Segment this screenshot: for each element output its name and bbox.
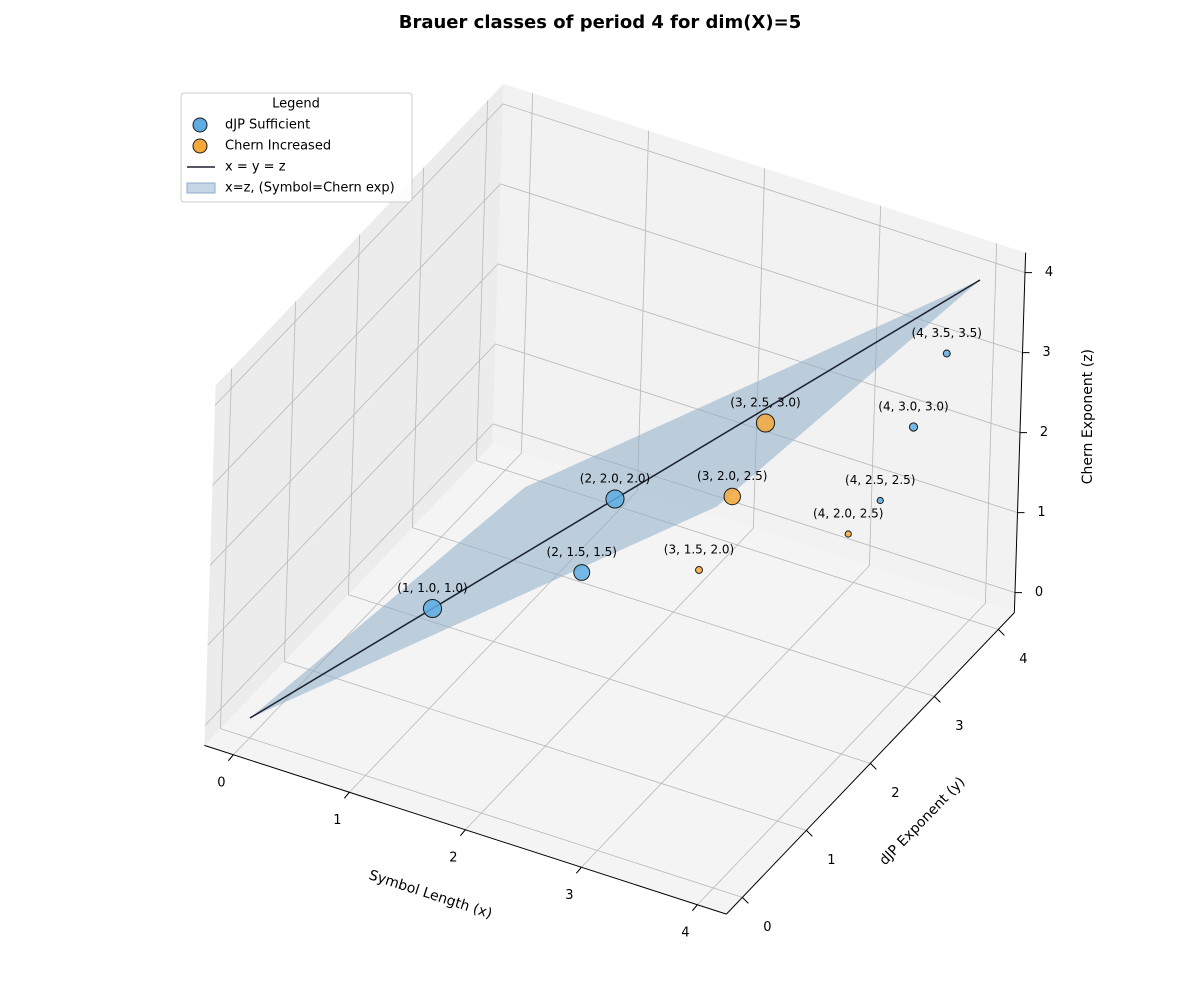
data-point bbox=[573, 564, 591, 581]
tick-mark bbox=[998, 629, 1005, 636]
data-point bbox=[695, 566, 703, 574]
tick-label: 4 bbox=[1019, 652, 1027, 667]
point-label: (1, 1.0, 1.0) bbox=[397, 581, 467, 595]
point-label: (4, 2.0, 2.5) bbox=[813, 507, 883, 521]
tick-label: 2 bbox=[891, 786, 899, 801]
tick-label: 4 bbox=[1045, 265, 1053, 280]
data-point bbox=[908, 422, 919, 432]
grid-line bbox=[284, 661, 807, 831]
legend-marker bbox=[192, 117, 208, 133]
tick-mark bbox=[806, 830, 813, 837]
tick-mark bbox=[870, 763, 877, 770]
tick-label: 3 bbox=[955, 719, 963, 734]
data-point bbox=[755, 413, 776, 433]
x-axis-label: Symbol Length (x) bbox=[367, 867, 494, 922]
data-point bbox=[844, 530, 852, 538]
legend-label: x=z, (Symbol=Chern exp) bbox=[225, 181, 395, 196]
data-point bbox=[422, 598, 443, 619]
point-label: (4, 2.5, 2.5) bbox=[845, 473, 915, 487]
grid-line bbox=[497, 263, 1021, 434]
tick-label: 1 bbox=[1037, 505, 1045, 520]
grid-line bbox=[207, 343, 496, 646]
grid-line bbox=[214, 103, 504, 406]
point-label: (2, 2.0, 2.0) bbox=[580, 472, 650, 486]
data-point bbox=[605, 489, 625, 509]
z-axis-label: Chern Exponent (z) bbox=[1080, 349, 1096, 484]
legend-title: Legend bbox=[272, 97, 320, 112]
legend-box bbox=[180, 92, 413, 203]
tick-label: 2 bbox=[449, 850, 457, 865]
grid-line bbox=[209, 263, 499, 566]
data-point bbox=[723, 487, 741, 506]
y-axis-label: dJP Exponent (y) bbox=[876, 774, 968, 869]
tick-label: 1 bbox=[333, 813, 341, 828]
point-label: (3, 1.5, 2.0) bbox=[664, 543, 734, 557]
tick-mark bbox=[934, 696, 941, 703]
grid-line bbox=[220, 728, 743, 898]
legend: Legend dJP Sufficient Chern Increased x = y… bbox=[180, 92, 413, 203]
point-label: (3, 2.5, 3.0) bbox=[730, 396, 800, 410]
tick-label: 3 bbox=[1042, 345, 1050, 360]
data-point bbox=[942, 349, 951, 358]
grid-line bbox=[212, 183, 501, 486]
tick-label: 1 bbox=[827, 853, 835, 868]
tick-label: 2 bbox=[1040, 425, 1048, 440]
data-point bbox=[876, 496, 884, 505]
point-label: (2, 1.5, 1.5) bbox=[547, 545, 617, 559]
tick-mark bbox=[227, 754, 234, 762]
tick-label: 0 bbox=[763, 920, 771, 935]
legend-label: dJP Sufficient bbox=[225, 118, 310, 133]
grid-line bbox=[500, 183, 1023, 354]
grid-line bbox=[502, 103, 1026, 274]
legend-label: x = y = z bbox=[225, 160, 286, 175]
point-label: (3, 2.0, 2.5) bbox=[697, 469, 767, 483]
tick-mark bbox=[343, 791, 350, 799]
tick-mark bbox=[691, 904, 698, 912]
point-label: (4, 3.5, 3.5) bbox=[912, 326, 982, 340]
tick-mark bbox=[742, 897, 749, 904]
legend-marker bbox=[192, 138, 208, 154]
legend-label: Chern Increased bbox=[225, 139, 331, 154]
point-label: (4, 3.0, 3.0) bbox=[878, 400, 948, 414]
tick-label: 0 bbox=[217, 775, 225, 790]
tick-mark bbox=[575, 866, 582, 874]
legend-marker bbox=[186, 182, 216, 194]
chart-title: Brauer classes of period 4 for dim(X)=5 bbox=[399, 12, 802, 33]
tick-label: 3 bbox=[565, 888, 573, 903]
grid-line bbox=[204, 423, 494, 726]
grid-line bbox=[492, 423, 1016, 594]
tick-label: 0 bbox=[1035, 585, 1043, 600]
tick-mark bbox=[459, 829, 466, 837]
tick-label: 4 bbox=[681, 925, 689, 940]
